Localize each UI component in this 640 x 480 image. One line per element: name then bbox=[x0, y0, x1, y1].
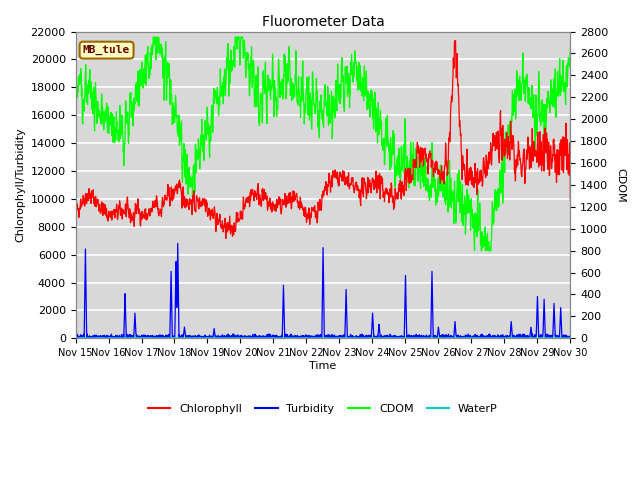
Title: Fluorometer Data: Fluorometer Data bbox=[262, 15, 384, 29]
X-axis label: Time: Time bbox=[309, 361, 337, 371]
Y-axis label: CDOM: CDOM bbox=[615, 168, 625, 202]
Legend: Chlorophyll, Turbidity, CDOM, WaterP: Chlorophyll, Turbidity, CDOM, WaterP bbox=[143, 400, 502, 419]
Text: MB_tule: MB_tule bbox=[83, 45, 130, 55]
Y-axis label: Chlorophyll/Turbidity: Chlorophyll/Turbidity bbox=[15, 128, 25, 242]
